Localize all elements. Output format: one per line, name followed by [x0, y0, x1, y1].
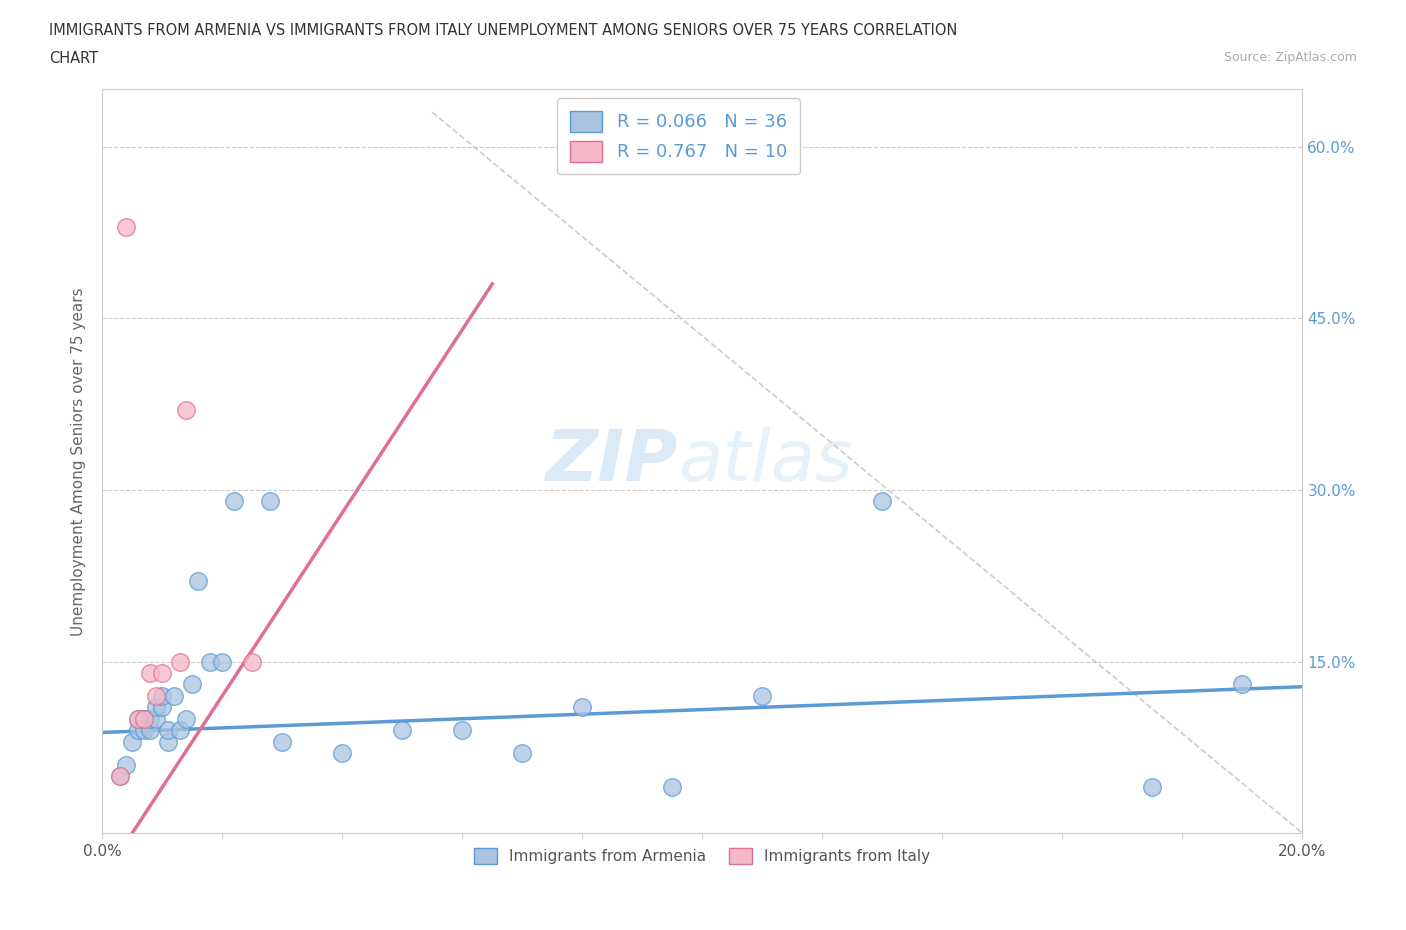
- Point: [139, 666, 162, 681]
- Point: [127, 723, 149, 737]
- Point: [145, 688, 167, 703]
- Point: [200, 654, 222, 669]
- Point: [115, 219, 138, 234]
- Point: [1142, 780, 1164, 795]
- Point: [163, 688, 186, 703]
- Point: [240, 654, 263, 669]
- Point: [139, 711, 162, 726]
- Point: [150, 688, 173, 703]
- Point: [259, 494, 281, 509]
- Point: [134, 711, 156, 726]
- Point: [224, 494, 246, 509]
- Point: [571, 700, 593, 715]
- Point: [451, 723, 474, 737]
- Point: [169, 654, 191, 669]
- Point: [127, 711, 149, 726]
- Point: [145, 700, 167, 715]
- Point: [139, 723, 162, 737]
- Point: [271, 734, 294, 749]
- Point: [872, 494, 894, 509]
- Text: CHART: CHART: [49, 51, 98, 66]
- Point: [134, 723, 156, 737]
- Text: atlas: atlas: [678, 427, 853, 496]
- Text: ZIP: ZIP: [546, 427, 678, 496]
- Point: [181, 677, 204, 692]
- Point: [330, 746, 353, 761]
- Point: [121, 734, 143, 749]
- Point: [1232, 677, 1254, 692]
- Point: [134, 711, 156, 726]
- Point: [145, 711, 167, 726]
- Point: [169, 723, 191, 737]
- Point: [157, 734, 180, 749]
- Point: [110, 768, 132, 783]
- Text: Source: ZipAtlas.com: Source: ZipAtlas.com: [1223, 51, 1357, 64]
- Point: [187, 574, 209, 589]
- Point: [174, 403, 197, 418]
- Point: [510, 746, 533, 761]
- Point: [174, 711, 197, 726]
- Point: [157, 723, 180, 737]
- Point: [115, 757, 138, 772]
- Point: [211, 654, 233, 669]
- Point: [751, 688, 773, 703]
- Legend: Immigrants from Armenia, Immigrants from Italy: Immigrants from Armenia, Immigrants from…: [468, 842, 936, 870]
- Text: IMMIGRANTS FROM ARMENIA VS IMMIGRANTS FROM ITALY UNEMPLOYMENT AMONG SENIORS OVER: IMMIGRANTS FROM ARMENIA VS IMMIGRANTS FR…: [49, 23, 957, 38]
- Point: [127, 711, 149, 726]
- Point: [661, 780, 683, 795]
- Point: [391, 723, 413, 737]
- Point: [150, 666, 173, 681]
- Point: [150, 700, 173, 715]
- Point: [110, 768, 132, 783]
- Y-axis label: Unemployment Among Seniors over 75 years: Unemployment Among Seniors over 75 years: [72, 287, 86, 635]
- Point: [134, 711, 156, 726]
